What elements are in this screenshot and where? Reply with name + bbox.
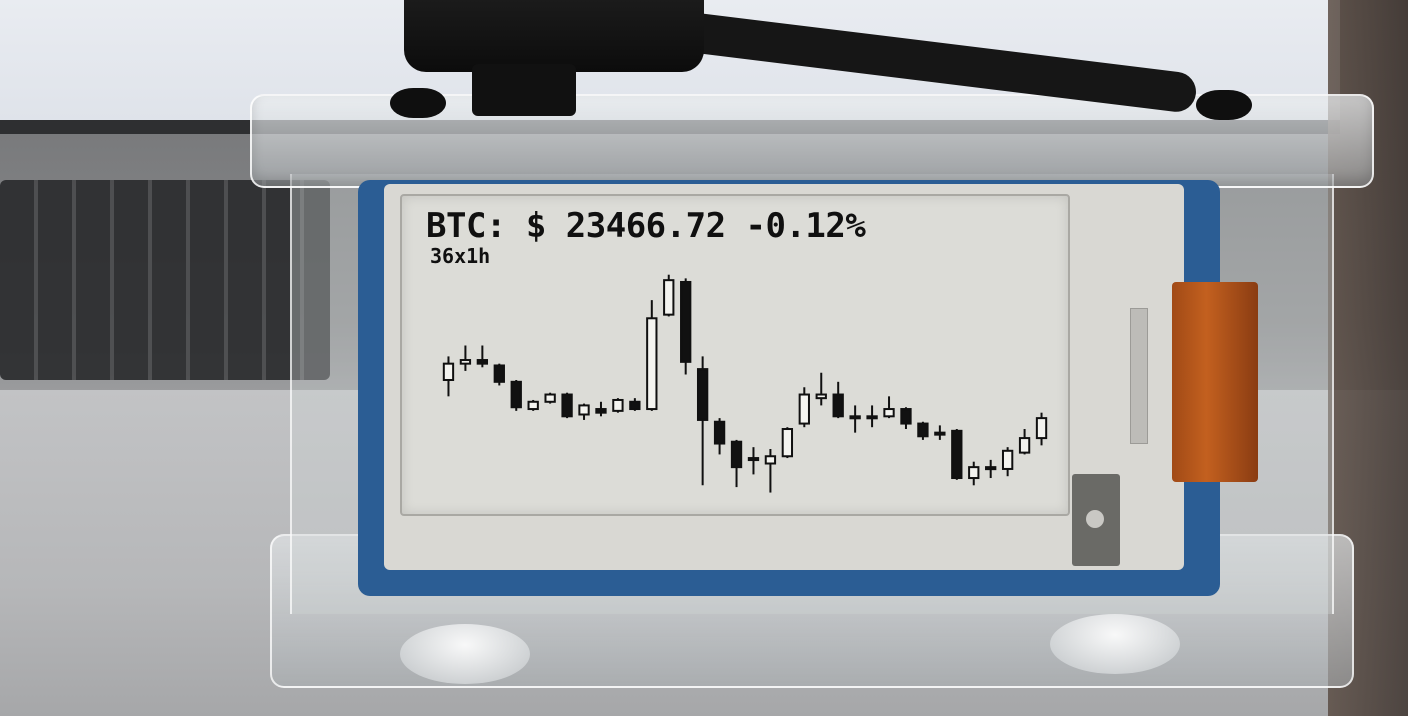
candle-16 <box>696 356 709 486</box>
candle-28 <box>900 407 912 430</box>
candle-31 <box>951 429 963 480</box>
rubber-foot <box>1050 614 1180 674</box>
candle-body-up <box>1035 417 1048 440</box>
candle-body-down <box>900 408 912 425</box>
candle-2 <box>459 345 472 371</box>
candle-body-up <box>747 457 760 462</box>
candle-body-down <box>561 393 573 418</box>
epaper-connector <box>1072 474 1120 566</box>
candle-body-down <box>493 364 505 383</box>
candle-body-down <box>476 359 489 365</box>
candle-9 <box>578 403 590 420</box>
candle-body-up <box>985 466 997 471</box>
candle-20 <box>764 448 777 493</box>
candle-body-up <box>781 428 794 458</box>
candle-13 <box>646 300 658 411</box>
epaper-display: BTC: $ 23466.72 -0.12% 36x1h <box>400 194 1070 516</box>
candle-21 <box>781 427 794 459</box>
candle-body-up <box>866 415 878 420</box>
candle-29 <box>917 421 929 440</box>
laptop-keyboard <box>0 180 330 380</box>
candle-body-up <box>663 279 675 316</box>
candle-body-up <box>612 398 624 412</box>
candle-body-up <box>527 400 539 411</box>
screw-icon <box>390 88 446 118</box>
flex-cable <box>1172 282 1258 482</box>
candle-10 <box>595 401 607 417</box>
candle-33 <box>985 459 997 479</box>
candle-body-down <box>629 400 641 411</box>
candle-body-down <box>510 380 522 409</box>
candle-body-up <box>1001 449 1014 470</box>
candle-body-down <box>680 280 692 363</box>
candle-24 <box>832 381 844 419</box>
candle-body-down <box>713 420 726 445</box>
timeframe-label: 36x1h <box>430 244 491 268</box>
candle-body-up <box>764 455 777 465</box>
candle-26 <box>866 405 878 428</box>
candle-body-up <box>544 393 556 403</box>
rubber-foot <box>400 624 530 684</box>
candle-body-up <box>578 404 590 416</box>
candlestick-chart <box>442 274 1048 493</box>
candle-body-down <box>917 422 929 438</box>
candle-30 <box>934 425 946 440</box>
candle-body-down <box>595 408 607 414</box>
candle-body-down <box>832 393 844 418</box>
candle-11 <box>612 398 624 413</box>
candle-27 <box>883 396 895 419</box>
candle-body-up <box>459 359 472 365</box>
candle-8 <box>561 392 573 419</box>
candle-17 <box>713 418 726 455</box>
candle-23 <box>815 372 827 406</box>
price-readout: BTC: $ 23466.72 -0.12% <box>426 206 866 246</box>
candle-7 <box>544 392 556 404</box>
usb-plug <box>404 0 704 72</box>
candle-body-down <box>696 368 709 421</box>
candle-6 <box>527 399 539 411</box>
candle-body-up <box>1018 437 1031 454</box>
side-slot <box>1130 308 1148 444</box>
candle-36 <box>1035 412 1048 446</box>
candle-body-up <box>883 408 895 418</box>
candle-18 <box>730 439 743 488</box>
candle-body-up <box>968 466 980 480</box>
candle-34 <box>1001 447 1014 477</box>
candle-3 <box>476 345 489 368</box>
candle-19 <box>747 447 760 475</box>
candle-14 <box>663 274 675 317</box>
candle-4 <box>493 363 505 386</box>
screw-icon <box>1196 90 1252 120</box>
candle-5 <box>510 380 522 411</box>
candle-body-down <box>849 415 861 420</box>
candle-25 <box>849 405 861 433</box>
candle-body-up <box>442 362 455 381</box>
candle-body-up <box>815 393 827 400</box>
candle-body-down <box>951 429 963 480</box>
candle-body-up <box>934 431 946 436</box>
candle-body-up <box>798 393 810 425</box>
candle-22 <box>798 387 810 428</box>
candle-1 <box>442 356 455 397</box>
candle-12 <box>629 398 641 411</box>
candle-35 <box>1018 429 1031 455</box>
usb-plug-neck <box>472 64 576 116</box>
candle-32 <box>968 461 980 486</box>
candle-body-down <box>730 440 743 469</box>
candle-15 <box>680 278 692 375</box>
candle-body-up <box>646 317 658 411</box>
